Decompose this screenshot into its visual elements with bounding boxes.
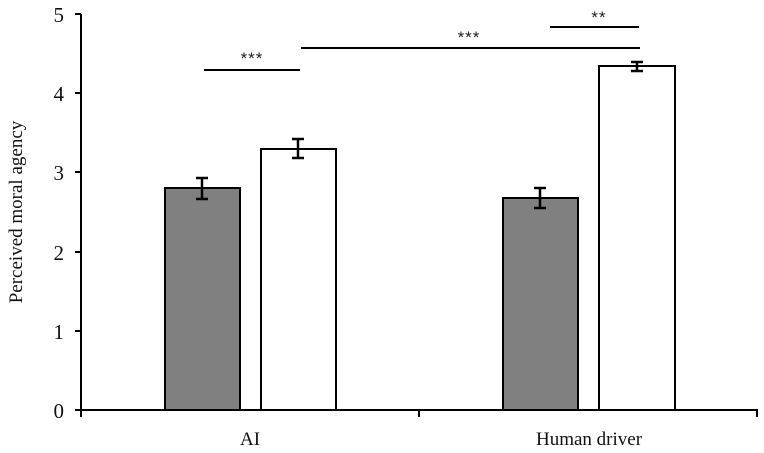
significance-annotations: *** *** ** (204, 8, 640, 71)
error-bar-ai-white (292, 137, 304, 160)
sig-label-human: ** (591, 8, 606, 27)
y-tick-2: 2 (54, 241, 65, 265)
bar-ai-gray (164, 187, 241, 411)
bar-ai-white (260, 148, 337, 411)
bar-group-ai (164, 148, 337, 411)
y-tick-0: 0 (54, 399, 65, 423)
error-bar-human-gray (534, 186, 546, 210)
bar-group-human-driver (502, 65, 676, 411)
y-axis-label: Perceived moral agency (6, 120, 27, 303)
error-bar-human-white (631, 60, 643, 73)
y-tick-3: 3 (54, 161, 65, 185)
x-category-ai: AI (240, 429, 260, 450)
y-tick-5: 5 (54, 3, 65, 27)
x-category-human-driver: Human driver (536, 429, 643, 450)
y-tick-1: 1 (54, 320, 65, 344)
bar-human-gray (502, 197, 579, 411)
bar-human-white (598, 65, 676, 411)
y-tick-4: 4 (54, 82, 65, 106)
y-axis: 0 1 2 3 4 5 (54, 3, 82, 423)
x-axis: AI Human driver (75, 409, 758, 450)
sig-label-cross: *** (458, 28, 481, 47)
error-bar-ai-gray (196, 176, 208, 201)
sig-label-ai: *** (241, 49, 264, 68)
error-bars (196, 60, 643, 210)
